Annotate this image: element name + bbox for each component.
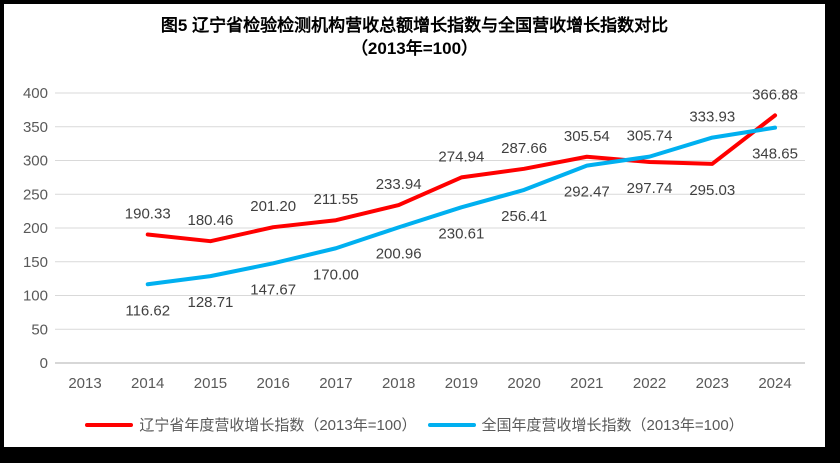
- x-tick-label-2021: 2021: [570, 375, 603, 392]
- y-tick-label-300: 300: [23, 153, 48, 170]
- data-label-liaoning-2022: 297.74: [627, 180, 673, 197]
- chart-legend: 辽宁省年度营收增长指数（2013年=100） 全国年度营收增长指数（2013年=…: [4, 414, 825, 435]
- chart-canvas: 0 50 100 150 200 250 300 350 400 2013 2014 2015 2016…: [4, 4, 825, 447]
- x-tick-label-2013: 2013: [68, 375, 101, 392]
- data-label-liaoning-2024: 366.88: [752, 86, 798, 103]
- y-tick-label-100: 100: [23, 288, 48, 305]
- series-line-national: [145, 125, 778, 287]
- y-tick-label-400: 400: [23, 85, 48, 102]
- x-tick-label-2017: 2017: [319, 375, 352, 392]
- data-label-liaoning-2019: 274.94: [438, 148, 484, 165]
- x-tick-label-2024: 2024: [758, 375, 791, 392]
- x-tick-label-2020: 2020: [507, 375, 540, 392]
- x-tick-label-2014: 2014: [131, 375, 164, 392]
- legend-label-liaoning: 辽宁省年度营收增长指数（2013年=100）: [139, 417, 417, 434]
- x-tick-label-2019: 2019: [445, 375, 478, 392]
- data-label-national-2021: 292.47: [564, 184, 610, 201]
- y-tick-label-350: 350: [23, 119, 48, 136]
- data-label-national-2016: 147.67: [250, 281, 296, 298]
- line-chart-plot: 0 50 100 150 200 250 300 350 400 2013 2014 2015 2016…: [23, 85, 805, 392]
- data-label-liaoning-2018: 233.94: [376, 176, 422, 193]
- x-tick-label-2023: 2023: [696, 375, 729, 392]
- x-tick-label-2015: 2015: [194, 375, 227, 392]
- data-label-national-2024: 348.65: [752, 146, 798, 163]
- data-label-national-2019: 230.61: [438, 225, 484, 242]
- x-tick-label-2018: 2018: [382, 375, 415, 392]
- y-tick-label-250: 250: [23, 186, 48, 203]
- x-tick-label-2022: 2022: [633, 375, 666, 392]
- y-tick-label-200: 200: [23, 220, 48, 237]
- data-label-national-2023: 333.93: [689, 109, 735, 126]
- data-label-liaoning-2016: 201.20: [250, 198, 296, 215]
- data-label-liaoning-2020: 287.66: [501, 140, 547, 157]
- y-tick-label-50: 50: [31, 321, 48, 338]
- data-label-liaoning-2017: 211.55: [314, 191, 359, 208]
- legend-label-national: 全国年度营收增长指数（2013年=100）: [481, 417, 744, 434]
- data-label-liaoning-2023: 295.03: [689, 182, 735, 199]
- chart-title: 图5 辽宁省检验检测机构营收总额增长指数与全国营收增长指数对比 （2013年=1…: [4, 14, 825, 60]
- chart-title-line1: 图5 辽宁省检验检测机构营收总额增长指数与全国营收增长指数对比: [160, 16, 669, 35]
- legend-item-liaoning: 辽宁省年度营收增长指数（2013年=100）: [85, 414, 417, 435]
- data-label-liaoning-2015: 180.46: [188, 212, 234, 229]
- data-label-liaoning-2021: 305.54: [564, 128, 610, 145]
- data-label-national-2014: 116.62: [125, 302, 170, 319]
- data-label-national-2022: 305.74: [627, 128, 673, 145]
- legend-item-national: 全国年度营收增长指数（2013年=100）: [427, 414, 744, 435]
- data-label-national-2018: 200.96: [376, 245, 422, 262]
- data-label-liaoning-2014: 190.33: [125, 206, 171, 223]
- series-line-liaoning: [145, 113, 778, 244]
- y-tick-label-0: 0: [40, 355, 48, 372]
- y-tick-label-150: 150: [23, 254, 48, 271]
- data-label-national-2020: 256.41: [501, 208, 547, 225]
- data-label-national-2017: 170.00: [313, 266, 359, 283]
- legend-line-blue-icon: [427, 422, 476, 427]
- legend-line-red-icon: [85, 422, 134, 427]
- chart-title-line2: （2013年=100）: [350, 39, 479, 58]
- data-label-national-2015: 128.71: [188, 294, 234, 311]
- x-tick-label-2016: 2016: [257, 375, 290, 392]
